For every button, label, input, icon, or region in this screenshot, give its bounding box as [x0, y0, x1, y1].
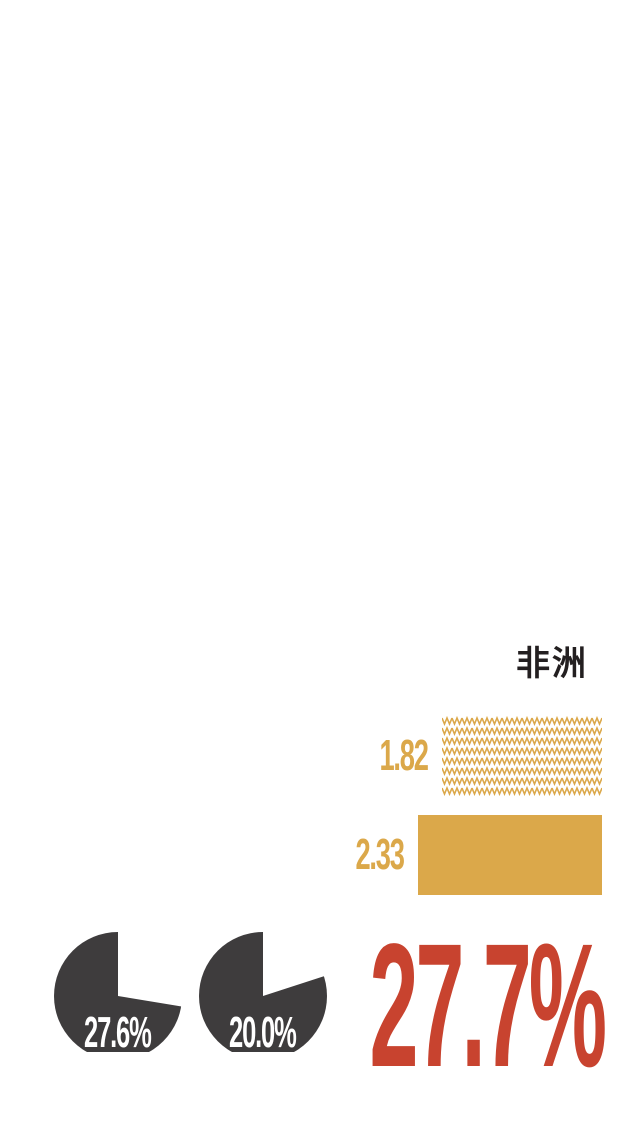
region-title: 非洲	[516, 644, 588, 684]
pie-value-label: 27.6%	[84, 1008, 152, 1052]
pie-chart-1: 27.6%	[52, 930, 185, 1062]
headline-percent: 27.7%	[369, 908, 607, 1104]
pie-value-slice	[118, 930, 185, 1007]
bar-mark	[418, 815, 602, 895]
bar-value-label: 2.33	[355, 830, 405, 879]
pie-svg	[199, 930, 327, 1052]
pie-svg	[54, 930, 185, 1052]
pie-chart-2: 20.0%	[197, 930, 329, 1062]
bar-row-2: 2.33	[326, 815, 602, 895]
pie-value-slice	[263, 930, 326, 996]
pie-value-label: 20.0%	[229, 1008, 297, 1052]
bar-value-label: 1.82	[379, 731, 429, 780]
bar-row-1: 1.82	[350, 716, 602, 796]
bar-mark	[442, 716, 602, 796]
